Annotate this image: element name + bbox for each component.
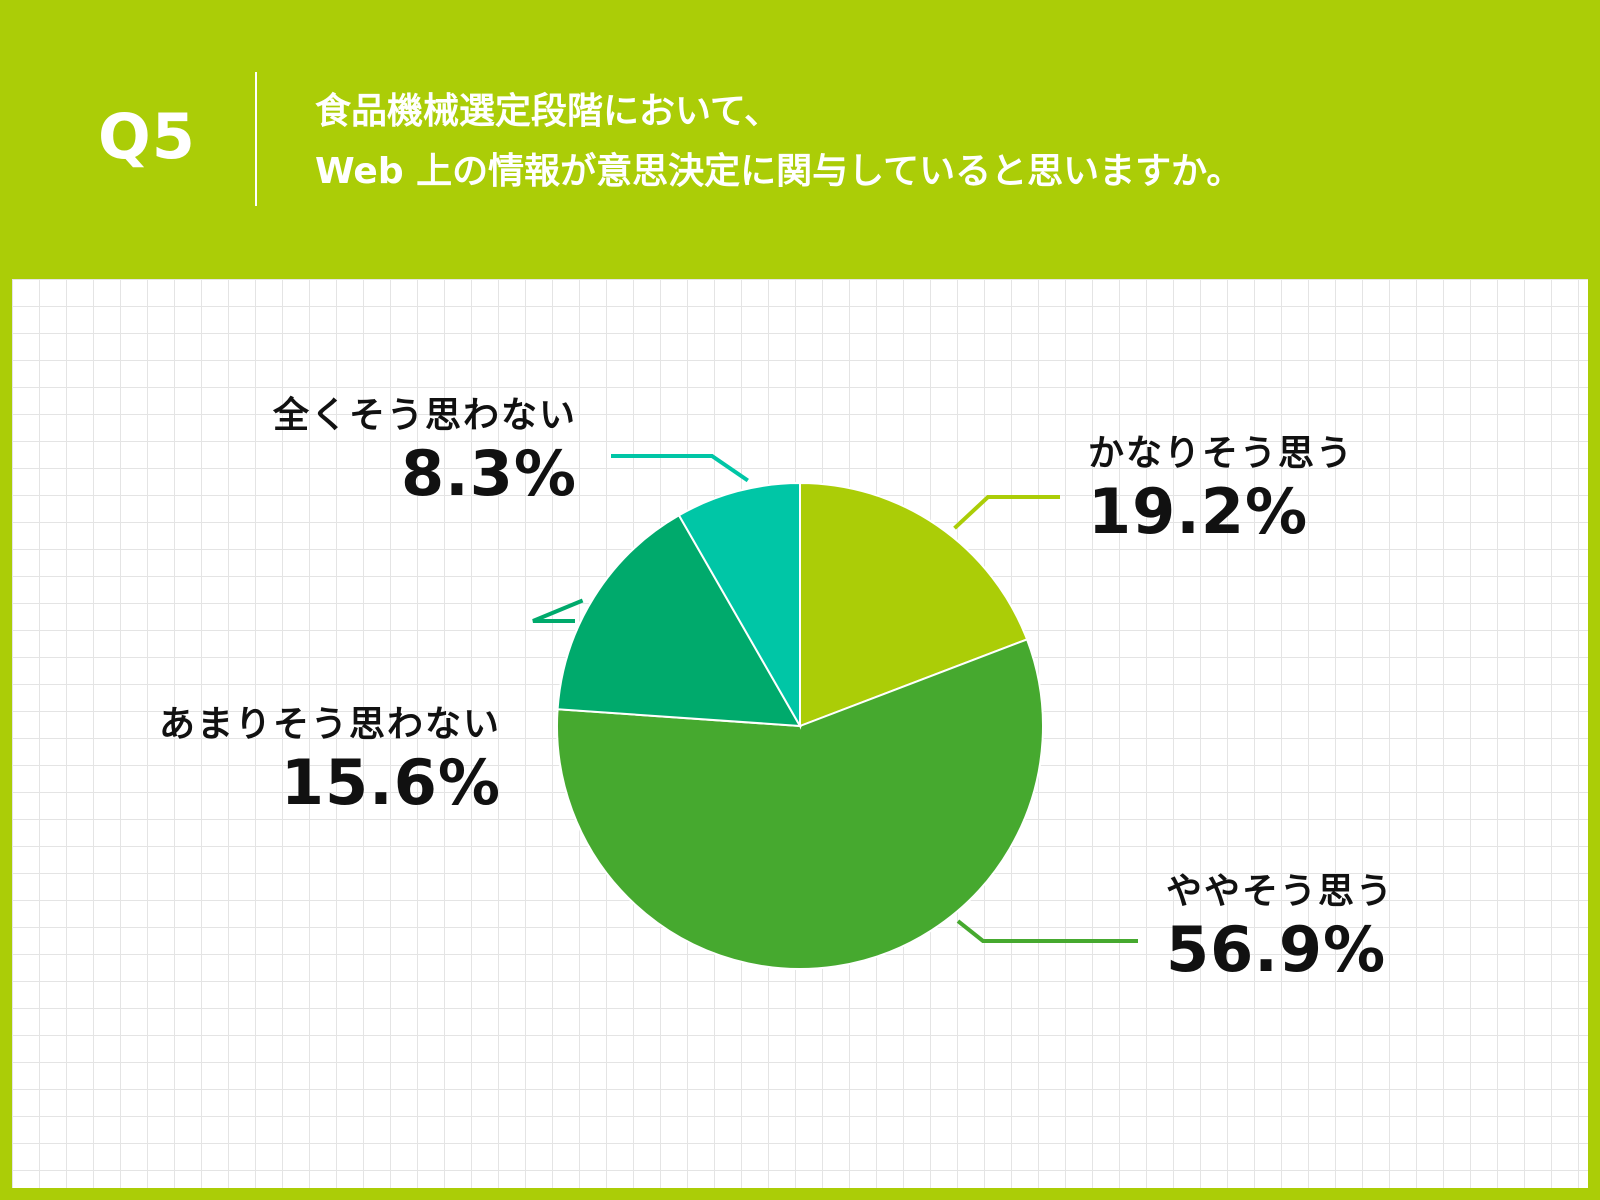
header-divider <box>255 72 257 206</box>
leader-line-strongly-agree <box>953 495 1060 530</box>
question-number: Q5 <box>98 100 196 173</box>
leader-line-somewhat-agree <box>956 919 1138 943</box>
leader-line-strongly-disagree <box>611 454 749 483</box>
slice-label-somewhat-agree: ややそう思う 56.9% <box>1166 870 1394 986</box>
slice-label-strongly-agree: かなりそう思う 19.2% <box>1088 432 1354 548</box>
slice-name-strongly-disagree: 全くそう思わない <box>272 395 577 436</box>
pie-slice-strongly-disagree <box>677 481 801 730</box>
slice-name-somewhat-agree: ややそう思う <box>1166 871 1395 912</box>
slice-value-strongly-agree: 19.2% <box>1088 475 1309 548</box>
slice-name-somewhat-disagree: あまりそう思わない <box>158 704 501 745</box>
header: Q5 食品機械選定段階において、 Web 上の情報が意思決定に関与していると思い… <box>0 0 1600 278</box>
leader-line-somewhat-disagree <box>532 598 584 623</box>
slice-value-strongly-disagree: 8.3% <box>401 437 577 510</box>
question-line-2: Web 上の情報が意思決定に関与していると思いますか。 <box>315 151 1243 192</box>
slice-value-somewhat-disagree: 15.6% <box>280 746 501 819</box>
slice-value-somewhat-agree: 56.9% <box>1166 913 1387 986</box>
slice-label-strongly-disagree: 全くそう思わない 8.3% <box>273 394 577 510</box>
pie-slice-somewhat-agree <box>556 638 1044 970</box>
pie-slice-strongly-agree <box>799 481 1029 728</box>
pie-slice-somewhat-disagree <box>556 513 802 728</box>
slice-label-somewhat-disagree: あまりそう思わない 15.6% <box>159 703 501 819</box>
question-line-1: 食品機械選定段階において、 <box>315 91 781 132</box>
question-text: 食品機械選定段階において、 Web 上の情報が意思決定に関与していると思いますか… <box>315 82 1515 202</box>
slice-name-strongly-agree: かなりそう思う <box>1088 433 1355 474</box>
